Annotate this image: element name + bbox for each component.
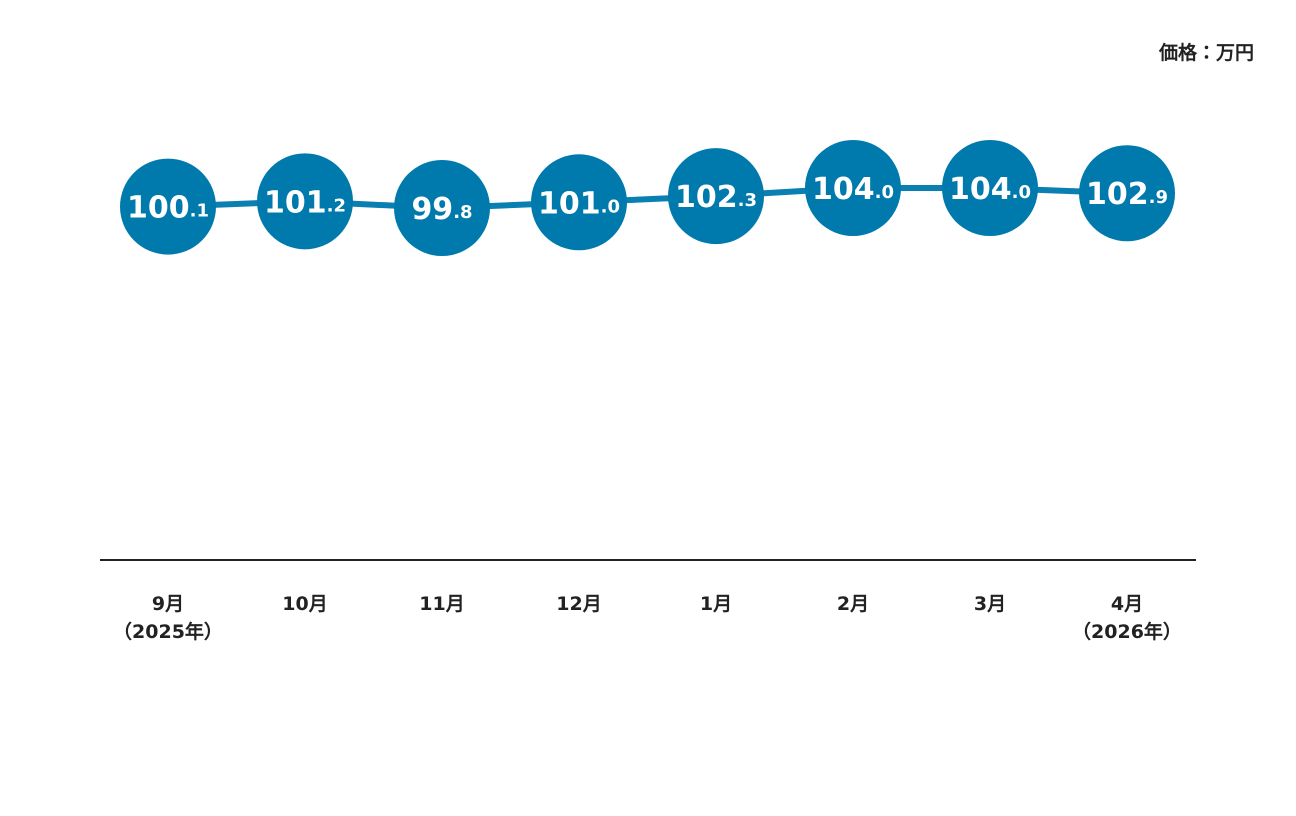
value-label: 104.0 <box>949 172 1031 207</box>
x-tick-label: 4月 （2026年） <box>1072 593 1182 643</box>
value-label: 101.0 <box>538 186 620 221</box>
unit-label: 価格：万円 <box>1158 42 1254 64</box>
value-label: 102.9 <box>1086 177 1168 212</box>
x-tick-label: 3月 <box>973 593 1007 615</box>
value-label: 100.1 <box>127 190 209 225</box>
point <box>668 148 764 245</box>
x-tick-label: 10月 <box>282 593 328 615</box>
value-label: 99.8 <box>411 192 472 227</box>
value-label: 102.3 <box>675 180 757 215</box>
point <box>531 154 627 251</box>
point <box>805 140 901 236</box>
value-label: 101.2 <box>264 185 346 220</box>
x-tick-label: 12月 <box>556 593 602 615</box>
point <box>120 158 216 255</box>
x-tick-label: 1月 <box>699 593 733 615</box>
x-tick-label: 9月 （2025年） <box>113 593 223 643</box>
point <box>1079 145 1175 242</box>
value-label: 104.0 <box>812 172 894 207</box>
x-tick-label: 11月 <box>419 593 465 615</box>
point <box>257 153 353 250</box>
point <box>942 140 1038 236</box>
x-tick-label: 2月 <box>836 593 870 615</box>
point <box>394 160 490 256</box>
